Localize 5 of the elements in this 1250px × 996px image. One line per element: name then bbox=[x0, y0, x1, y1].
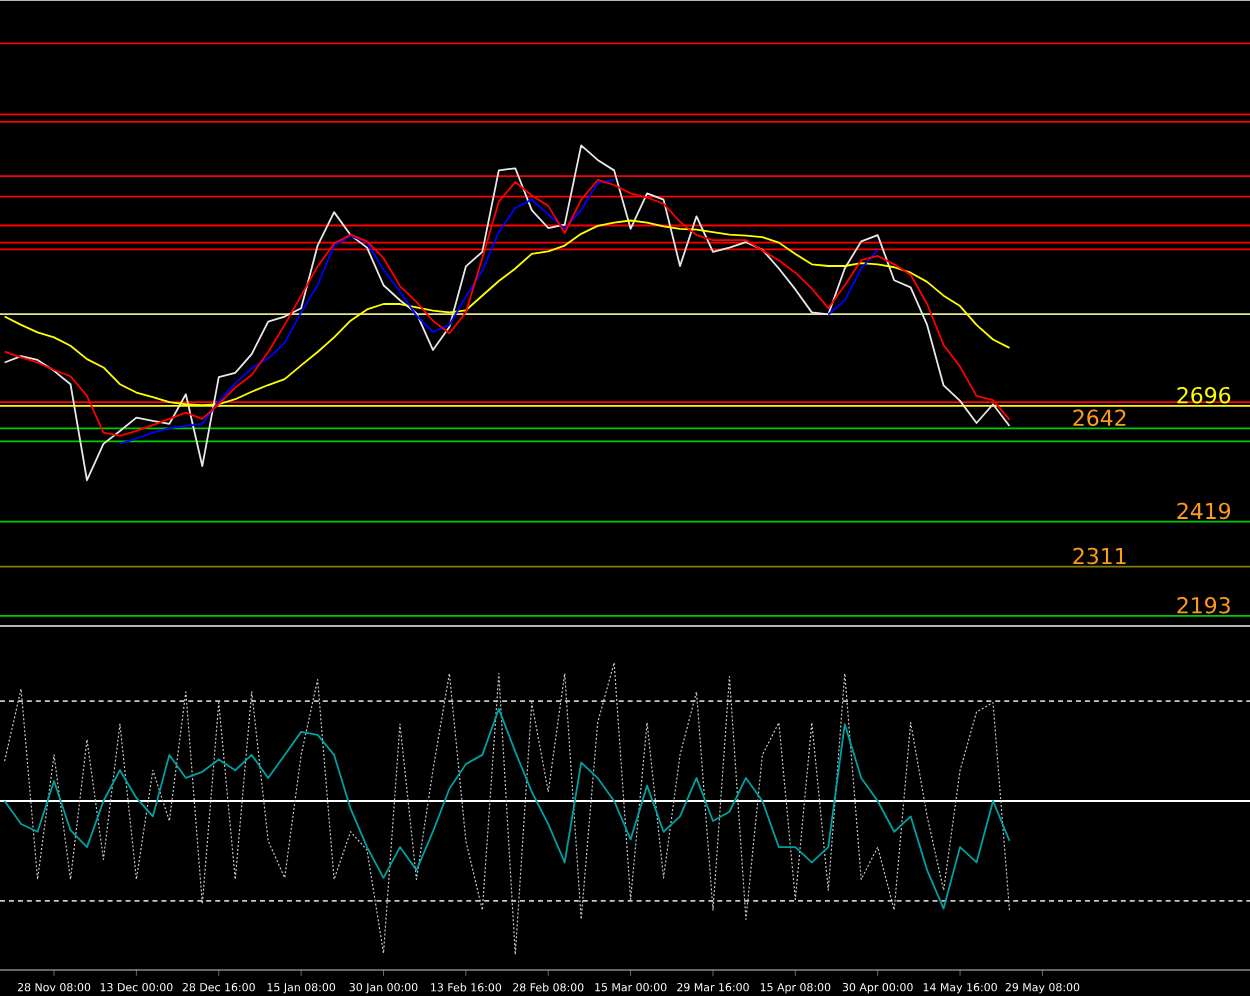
ref-line-label: 2642 bbox=[1073, 409, 1126, 427]
ref-line-label: 2193 bbox=[1177, 597, 1230, 614]
ref-line-label: 2311 bbox=[1073, 547, 1126, 565]
ref-line-label: 2696 bbox=[1177, 386, 1231, 404]
ref-line-label: 2419 bbox=[1177, 502, 1231, 520]
